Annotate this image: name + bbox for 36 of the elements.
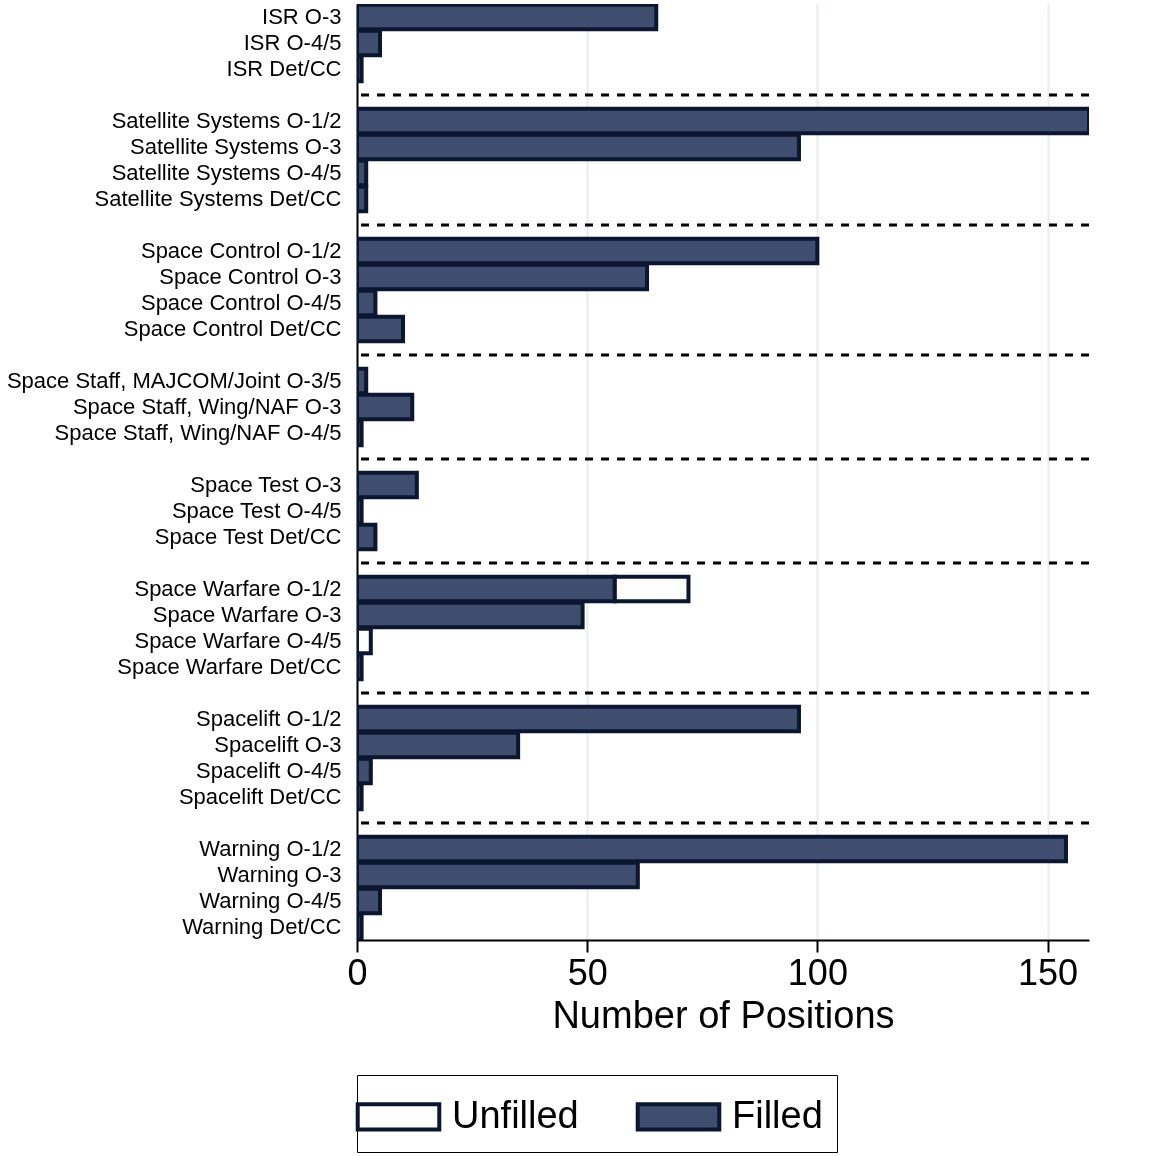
- legend-label: Unfilled: [452, 1093, 579, 1136]
- y-tick-label: Spacelift O-1/2: [195, 706, 342, 731]
- x-tick-label: 150: [1018, 951, 1079, 993]
- y-tick-label: Satellite Systems O-4/5: [111, 160, 342, 185]
- y-tick-label: Space Control O-1/2: [140, 238, 342, 263]
- y-tick-label: Warning O-4/5: [199, 888, 342, 913]
- y-tick-label: Satellite Systems Det/CC: [94, 186, 342, 211]
- y-tick-label: Spacelift O-3: [214, 732, 342, 757]
- y-tick-label: Warning O-1/2: [199, 836, 342, 861]
- y-tick-label: Space Control Det/CC: [123, 316, 342, 341]
- x-tick-label: 0: [347, 951, 368, 993]
- y-tick-label: Space Staff, MAJCOM/Joint O-3/5: [6, 368, 342, 393]
- y-tick-label: Space Test O-3: [190, 472, 342, 497]
- x-tick-label: 100: [787, 951, 848, 993]
- y-tick-label: ISR O-4/5: [243, 30, 342, 55]
- y-tick-label: Space Warfare O-3: [152, 602, 342, 627]
- y-tick-label: ISR O-3: [262, 4, 342, 29]
- y-tick-label: Satellite Systems O-3: [129, 134, 342, 159]
- y-tick-label: Space Test O-4/5: [171, 498, 342, 523]
- legend-label: Filled: [732, 1093, 823, 1136]
- y-tick-label: Space Test Det/CC: [154, 524, 342, 549]
- y-tick-label: ISR Det/CC: [226, 56, 342, 81]
- y-tick-label: Satellite Systems O-1/2: [111, 108, 342, 133]
- y-tick-label: Space Warfare O-1/2: [134, 576, 342, 601]
- x-axis-title: Number of Positions: [552, 993, 895, 1036]
- y-tick-label: Spacelift O-4/5: [195, 758, 342, 783]
- y-tick-label: Warning Det/CC: [182, 914, 342, 939]
- y-tick-label: Space Control O-4/5: [140, 290, 342, 315]
- x-tick-label: 50: [567, 951, 608, 993]
- y-tick-label: Space Control O-3: [159, 264, 342, 289]
- y-tick-label: Warning O-3: [217, 862, 342, 887]
- y-tick-label: Spacelift Det/CC: [178, 784, 342, 809]
- y-tick-label: Space Staff, Wing/NAF O-3: [72, 394, 342, 419]
- y-tick-label: Space Staff, Wing/NAF O-4/5: [54, 420, 342, 445]
- y-tick-label: Space Warfare Det/CC: [117, 654, 342, 679]
- y-tick-label: Space Warfare O-4/5: [134, 628, 342, 653]
